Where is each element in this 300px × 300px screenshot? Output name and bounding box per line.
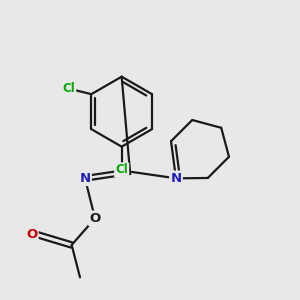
Text: O: O (89, 212, 100, 225)
Text: Cl: Cl (115, 164, 128, 176)
Text: O: O (26, 227, 37, 241)
Text: Cl: Cl (62, 82, 75, 95)
Text: N: N (170, 172, 182, 185)
Text: N: N (80, 172, 91, 185)
